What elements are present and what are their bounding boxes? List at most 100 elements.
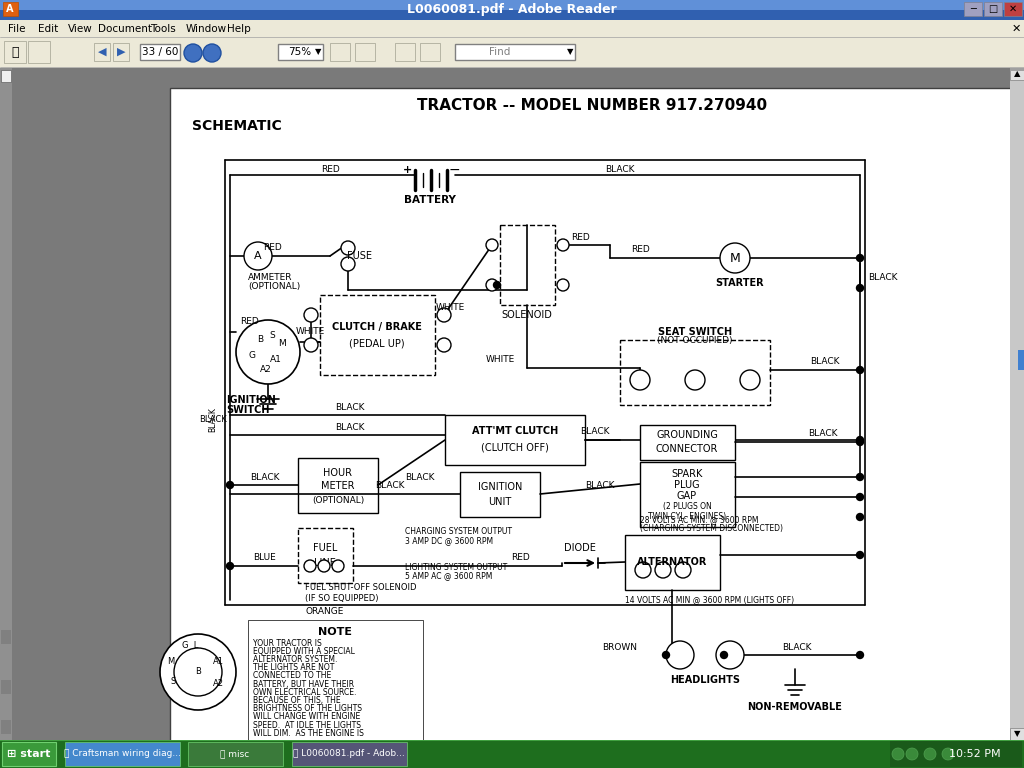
Text: BLACK: BLACK <box>581 428 609 436</box>
Text: Edit: Edit <box>38 24 58 34</box>
Text: HOUR: HOUR <box>324 468 352 478</box>
Text: (CHARGING SYSTEM DISCONNECTED): (CHARGING SYSTEM DISCONNECTED) <box>640 525 783 534</box>
Bar <box>1010 68 1024 740</box>
Bar <box>0 0 1024 10</box>
Text: NON-REMOVABLE: NON-REMOVABLE <box>748 702 843 712</box>
Text: SWITCH: SWITCH <box>226 405 269 415</box>
Text: SPARK: SPARK <box>672 469 702 479</box>
Text: □: □ <box>988 4 997 14</box>
Circle shape <box>666 641 694 669</box>
Text: ATT'MT CLUTCH: ATT'MT CLUTCH <box>472 426 558 436</box>
Text: WILL DIM.  AS THE ENGINE IS: WILL DIM. AS THE ENGINE IS <box>253 729 364 738</box>
Circle shape <box>244 242 272 270</box>
Text: FUEL SHUT-OFF SOLENOID: FUEL SHUT-OFF SOLENOID <box>305 584 417 592</box>
Bar <box>1004 2 1022 16</box>
Text: BLUE: BLUE <box>254 554 276 562</box>
Circle shape <box>856 551 863 558</box>
Bar <box>0 740 1024 741</box>
Bar <box>0 20 1024 38</box>
Bar <box>330 43 350 61</box>
Text: BRIGHTNESS OF THE LIGHTS: BRIGHTNESS OF THE LIGHTS <box>253 704 362 713</box>
Text: 3 AMP DC @ 3600 RPM: 3 AMP DC @ 3600 RPM <box>406 537 494 545</box>
Text: SPEED.  AT IDLE THE LIGHTS: SPEED. AT IDLE THE LIGHTS <box>253 720 361 730</box>
Text: RED: RED <box>240 317 259 326</box>
Circle shape <box>720 243 750 273</box>
Circle shape <box>856 254 863 261</box>
Text: ─: ─ <box>970 4 976 14</box>
Circle shape <box>203 44 221 62</box>
Text: ALTERNATOR SYSTEM.: ALTERNATOR SYSTEM. <box>253 655 337 664</box>
Bar <box>170 88 1015 743</box>
Text: ▼: ▼ <box>1014 730 1020 739</box>
Text: AMMETER: AMMETER <box>248 273 293 283</box>
Text: BLACK: BLACK <box>782 643 812 651</box>
Text: LINE: LINE <box>314 558 336 568</box>
Text: ORANGE: ORANGE <box>306 607 344 615</box>
Circle shape <box>226 562 233 570</box>
Text: Find: Find <box>489 47 511 57</box>
Bar <box>1 70 11 82</box>
Circle shape <box>557 239 569 251</box>
Bar <box>0 68 12 740</box>
Text: B: B <box>257 336 263 345</box>
Text: GAP: GAP <box>677 491 697 501</box>
Text: 🖨: 🖨 <box>11 45 18 58</box>
Text: SCHEMATIC: SCHEMATIC <box>193 119 282 133</box>
Text: Window: Window <box>185 24 226 34</box>
Text: BATTERY: BATTERY <box>404 195 456 205</box>
Circle shape <box>437 308 451 322</box>
Text: BLACK: BLACK <box>406 472 435 482</box>
Circle shape <box>856 651 863 658</box>
Circle shape <box>494 282 501 289</box>
Circle shape <box>740 370 760 390</box>
Text: RED: RED <box>511 554 529 562</box>
Text: WHITE: WHITE <box>295 327 325 336</box>
Circle shape <box>906 748 918 760</box>
Text: BLACK: BLACK <box>209 408 217 432</box>
Text: RED: RED <box>262 243 282 253</box>
Circle shape <box>942 748 954 760</box>
Text: 10:52 PM: 10:52 PM <box>949 749 1000 759</box>
Text: (CLUTCH OFF): (CLUTCH OFF) <box>481 443 549 453</box>
Circle shape <box>160 634 236 710</box>
Bar <box>292 742 407 766</box>
Bar <box>620 340 770 405</box>
Text: Help: Help <box>226 24 250 34</box>
Bar <box>28 41 50 63</box>
Text: 28 VOLTS AC MIN. @ 3600 RPM: 28 VOLTS AC MIN. @ 3600 RPM <box>640 515 759 525</box>
Text: ▼: ▼ <box>314 48 322 57</box>
Text: LIGHTING SYSTEM OUTPUT: LIGHTING SYSTEM OUTPUT <box>406 562 507 571</box>
Circle shape <box>630 370 650 390</box>
Text: A1: A1 <box>213 657 223 667</box>
Bar <box>625 535 720 590</box>
Text: CONNECTED TO THE: CONNECTED TO THE <box>253 671 331 680</box>
Text: STARTER: STARTER <box>716 278 764 288</box>
Circle shape <box>856 284 863 292</box>
Circle shape <box>856 514 863 521</box>
Text: BLACK: BLACK <box>335 423 365 432</box>
Text: M: M <box>730 251 740 264</box>
Bar <box>1 680 11 694</box>
Text: BLACK: BLACK <box>375 482 404 491</box>
Text: ✕: ✕ <box>1009 4 1017 14</box>
Bar <box>113 43 129 61</box>
Text: BECAUSE OF THIS, THE: BECAUSE OF THIS, THE <box>253 696 341 705</box>
Text: THE LIGHTS ARE NOT: THE LIGHTS ARE NOT <box>253 663 335 672</box>
Text: PLUG: PLUG <box>674 480 699 490</box>
Text: (NOT OCCUPIED): (NOT OCCUPIED) <box>657 336 733 346</box>
Bar <box>964 2 982 16</box>
Circle shape <box>304 308 318 322</box>
Text: WHITE: WHITE <box>435 303 465 312</box>
Bar <box>4 41 26 63</box>
Circle shape <box>318 560 330 572</box>
Bar <box>2 742 56 766</box>
Circle shape <box>236 320 300 384</box>
Text: (IF SO EQUIPPED): (IF SO EQUIPPED) <box>305 594 379 604</box>
Bar <box>298 458 378 513</box>
Text: FUEL: FUEL <box>312 543 337 553</box>
Text: File: File <box>8 24 26 34</box>
Circle shape <box>184 44 202 62</box>
Text: Tools: Tools <box>150 24 176 34</box>
Text: WHITE: WHITE <box>485 356 515 365</box>
Text: ▲: ▲ <box>1014 69 1020 78</box>
